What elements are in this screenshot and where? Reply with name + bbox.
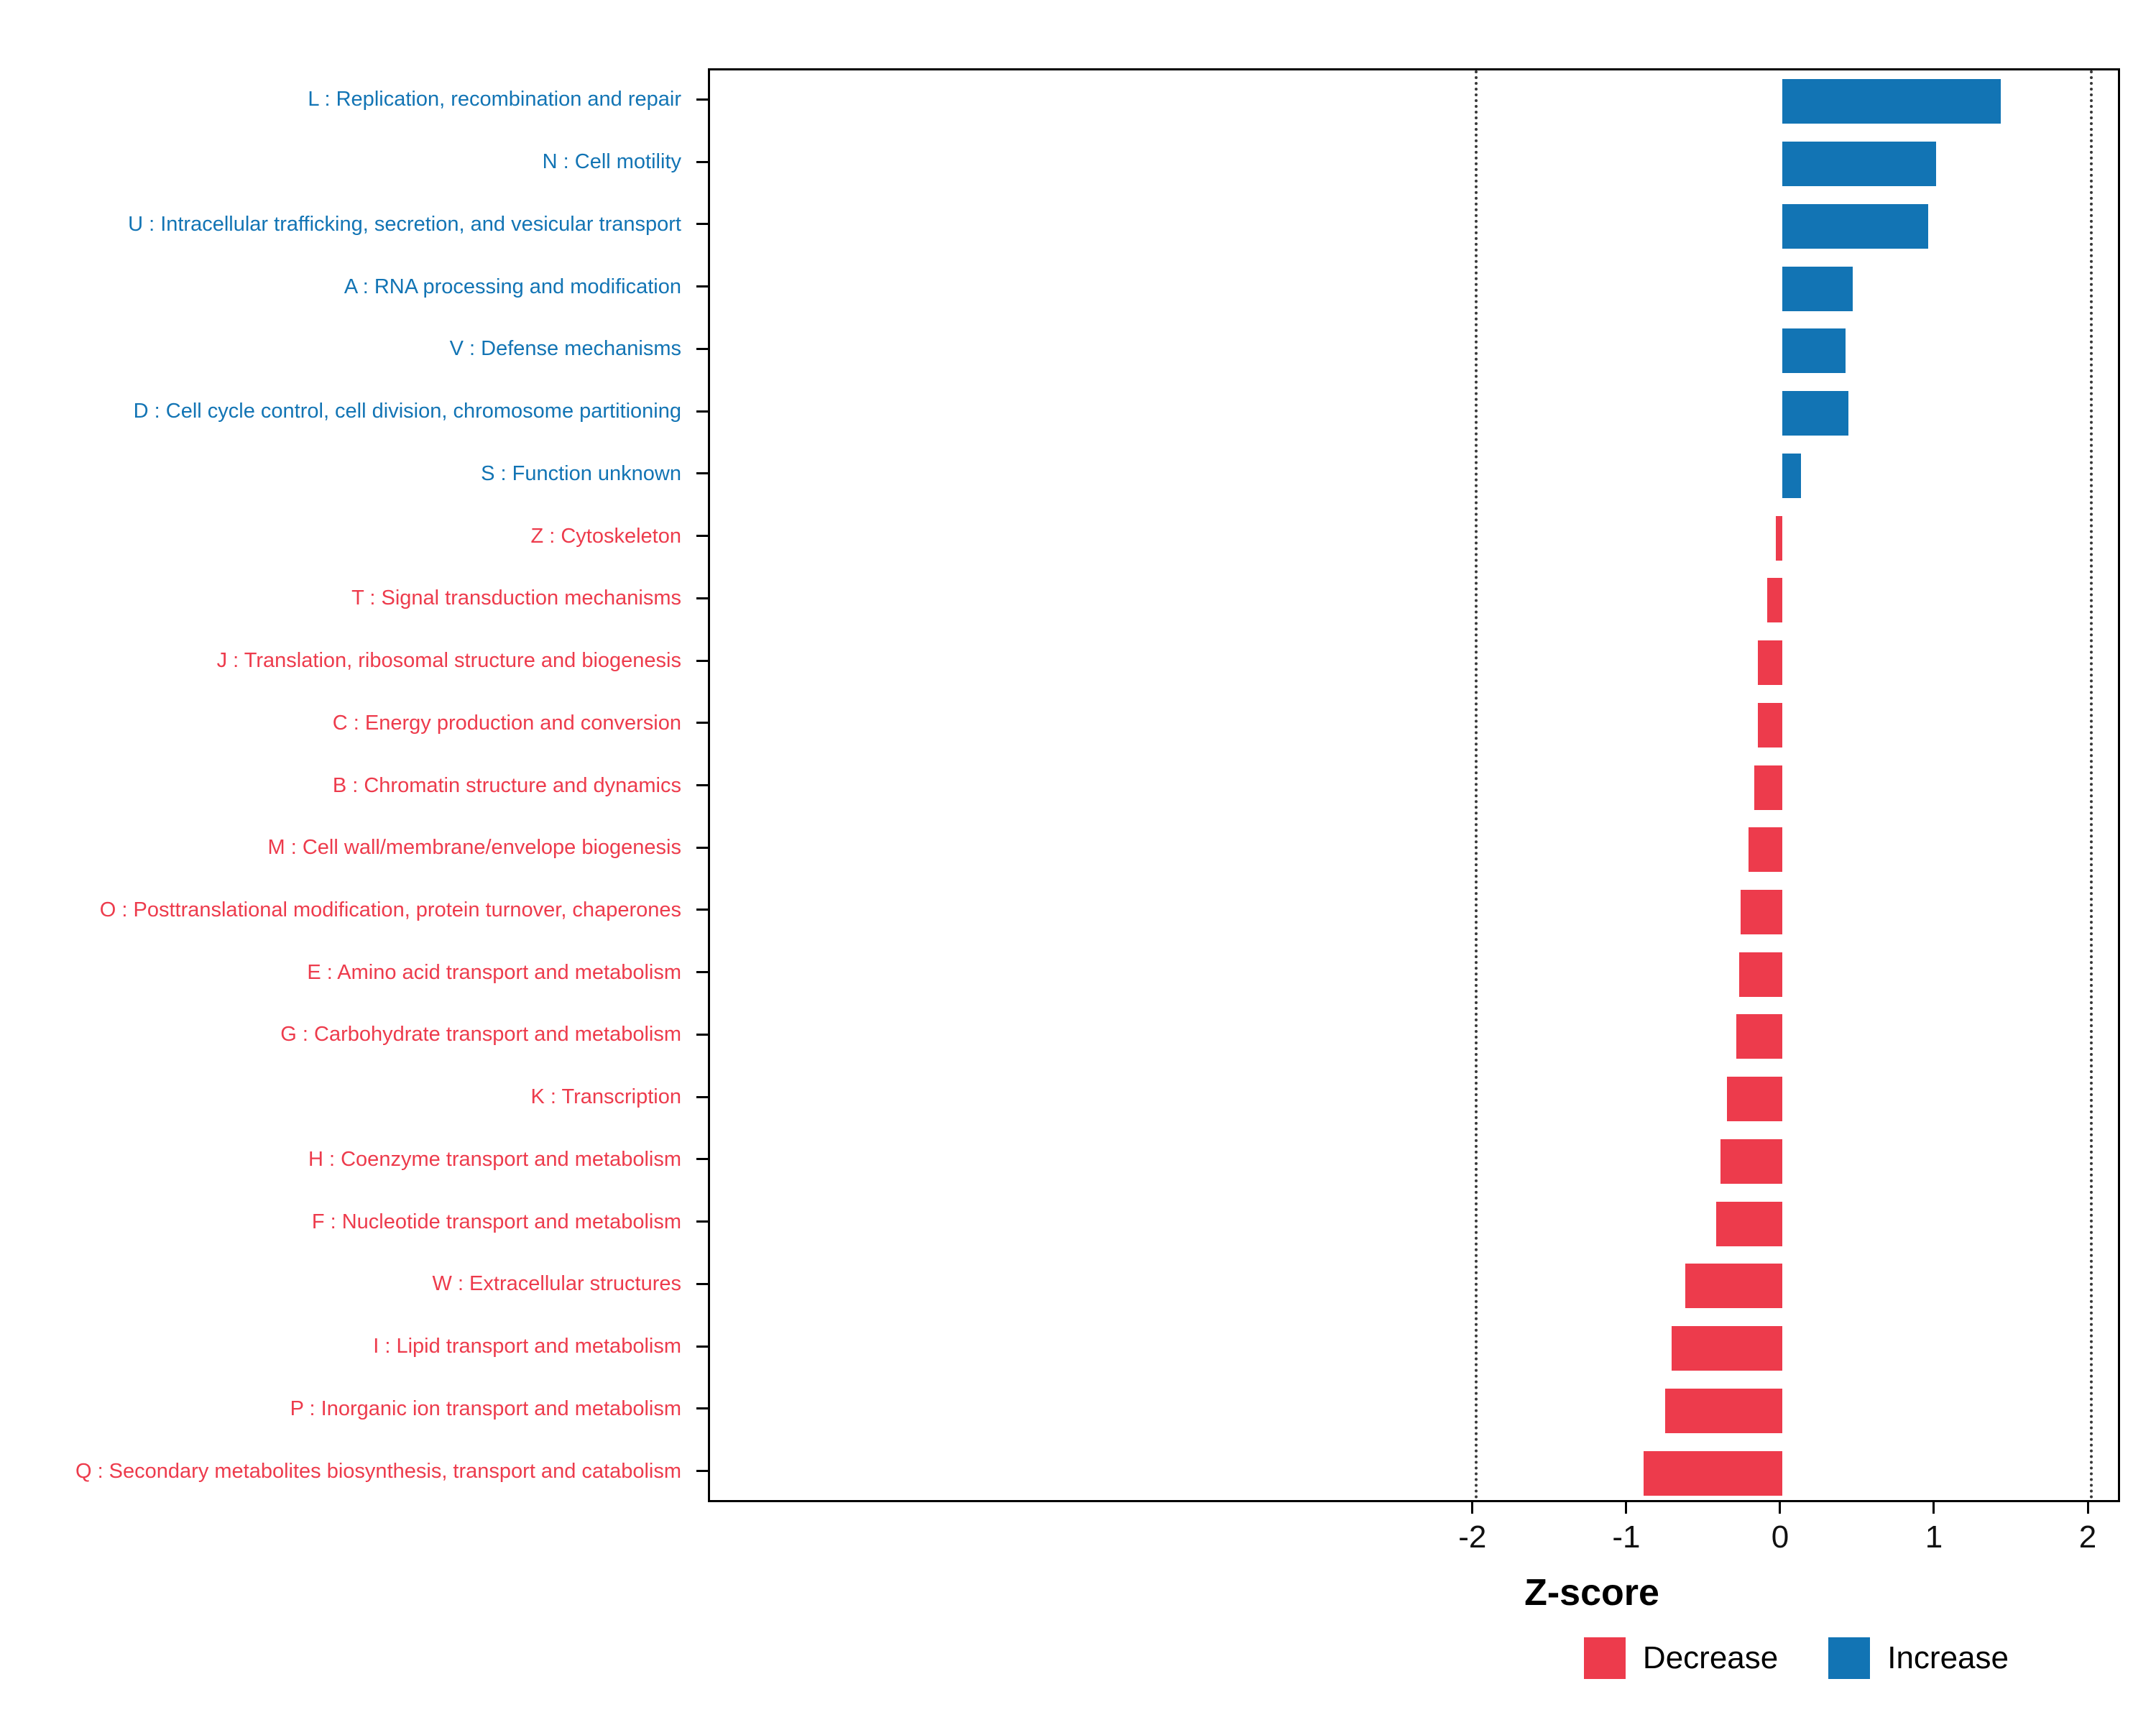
x-tick-mark (1779, 1502, 1782, 1514)
legend: Decrease Increase (1583, 1637, 2009, 1679)
bar-B (1754, 765, 1782, 810)
bar-Q (1644, 1450, 1782, 1496)
bar-L (1782, 79, 2001, 124)
bar-I (1671, 1326, 1782, 1371)
bar-F (1715, 1201, 1782, 1246)
y-tick-mark (696, 472, 708, 475)
category-label-O: O : Posttranslational modification, prot… (99, 898, 681, 921)
bar-A (1782, 266, 1853, 311)
category-label-C: C : Energy production and conversion (332, 711, 681, 735)
bar-C (1757, 702, 1782, 748)
y-tick-mark (696, 908, 708, 911)
x-tick-label: 0 (1771, 1519, 1789, 1555)
y-tick-mark (696, 1158, 708, 1161)
y-tick-mark (696, 285, 708, 288)
y-tick-mark (696, 784, 708, 786)
x-tick-label: -2 (1458, 1519, 1487, 1555)
y-tick-mark (696, 347, 708, 350)
y-tick-mark (696, 1282, 708, 1285)
legend-item-increase: Increase (1828, 1637, 2009, 1679)
bar-G (1736, 1014, 1782, 1059)
legend-swatch-increase (1828, 1637, 1871, 1679)
y-tick-mark (696, 971, 708, 974)
category-label-Q: Q : Secondary metabolites biosynthesis, … (75, 1459, 681, 1483)
bar-N (1782, 142, 1936, 187)
y-tick-mark (696, 160, 708, 163)
y-tick-mark (696, 1033, 708, 1036)
y-tick-mark (696, 1345, 708, 1348)
legend-item-decrease: Decrease (1583, 1637, 1779, 1679)
bar-S (1782, 453, 1801, 498)
x-tick-label: 1 (1925, 1519, 1943, 1555)
bar-J (1757, 640, 1782, 686)
y-tick-mark (696, 223, 708, 226)
category-label-A: A : RNA processing and modification (344, 275, 681, 298)
bar-P (1665, 1388, 1782, 1433)
y-tick-mark (696, 98, 708, 101)
y-tick-mark (696, 722, 708, 724)
legend-label: Increase (1887, 1640, 2009, 1675)
category-label-L: L : Replication, recombination and repai… (308, 88, 681, 111)
category-label-E: E : Amino acid transport and metabolism (307, 960, 681, 984)
x-tick-label: -1 (1612, 1519, 1641, 1555)
legend-label: Decrease (1642, 1640, 1779, 1675)
reference-line--2 (1474, 70, 1478, 1500)
category-label-G: G : Carbohydrate transport and metabolis… (280, 1023, 681, 1046)
bar-O (1741, 889, 1782, 934)
y-tick-mark (696, 535, 708, 538)
reference-line-2 (2090, 70, 2093, 1500)
bar-V (1782, 328, 1846, 374)
y-tick-mark (696, 597, 708, 599)
y-tick-mark (696, 410, 708, 413)
bar-K (1726, 1077, 1782, 1122)
category-label-B: B : Chromatin structure and dynamics (332, 773, 681, 797)
y-tick-mark (696, 1095, 708, 1098)
category-label-P: P : Inorganic ion transport and metaboli… (290, 1397, 681, 1420)
category-label-U: U : Intracellular trafficking, secretion… (128, 212, 681, 236)
bar-H (1720, 1138, 1782, 1184)
plot-panel (708, 68, 2120, 1502)
category-label-W: W : Extracellular structures (432, 1272, 681, 1296)
y-tick-mark (696, 1220, 708, 1223)
x-tick-mark (1932, 1502, 1935, 1514)
y-tick-mark (696, 846, 708, 849)
y-tick-mark (696, 659, 708, 662)
bar-W (1685, 1264, 1782, 1309)
x-tick-mark (2086, 1502, 2089, 1514)
bar-U (1782, 203, 1929, 249)
bar-D (1782, 391, 1848, 436)
category-label-N: N : Cell motility (542, 150, 681, 174)
x-tick-mark (1471, 1502, 1474, 1514)
category-label-S: S : Function unknown (481, 461, 681, 485)
category-label-K: K : Transcription (530, 1085, 681, 1109)
bar-E (1739, 952, 1782, 997)
category-label-T: T : Signal transduction mechanisms (351, 586, 681, 610)
bar-T (1766, 578, 1782, 623)
category-label-J: J : Translation, ribosomal structure and… (216, 649, 681, 673)
x-axis-title: Z-score (1524, 1572, 1659, 1614)
category-label-F: F : Nucleotide transport and metabolism (311, 1210, 681, 1233)
bar-Z (1776, 515, 1782, 561)
category-label-V: V : Defense mechanisms (449, 337, 681, 361)
category-label-M: M : Cell wall/membrane/envelope biogenes… (267, 836, 681, 860)
category-label-Z: Z : Cytoskeleton (530, 524, 681, 548)
legend-swatch-decrease (1583, 1637, 1626, 1679)
category-label-H: H : Coenzyme transport and metabolism (308, 1147, 681, 1171)
x-tick-label: 2 (2078, 1519, 2097, 1555)
y-tick-mark (696, 1470, 708, 1473)
x-tick-mark (1625, 1502, 1628, 1514)
bar-M (1748, 827, 1782, 873)
y-tick-mark (696, 1407, 708, 1410)
category-label-D: D : Cell cycle control, cell division, c… (133, 400, 681, 423)
category-label-I: I : Lipid transport and metabolism (373, 1335, 681, 1358)
